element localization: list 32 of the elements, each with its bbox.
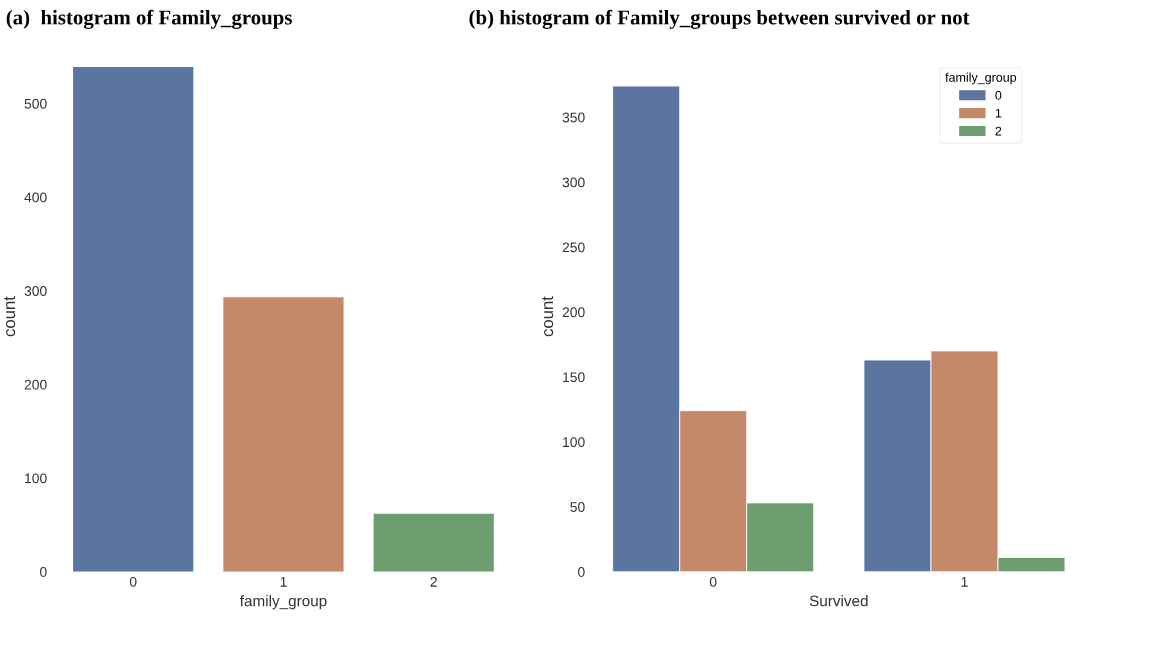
x-axis-title: Survived xyxy=(809,595,868,607)
legend-label: 0 xyxy=(995,90,1002,100)
y-axis-title: count xyxy=(542,296,554,337)
y-tick-label: 350 xyxy=(562,112,585,123)
chart-title: (a) histogram of Family_groups xyxy=(6,9,292,29)
y-tick-label: 0 xyxy=(578,567,585,577)
y-tick-label: 200 xyxy=(562,307,585,318)
chart-title: (b) histogram of Family_groups between survived or not xyxy=(469,9,970,29)
x-tick-label: 1 xyxy=(280,577,287,587)
x-tick-label: 2 xyxy=(430,576,437,587)
legend-label: 1 xyxy=(995,108,1002,118)
y-tick-label: 200 xyxy=(24,379,47,390)
x-axis-title: family_group xyxy=(239,595,327,610)
y-tick-label: 50 xyxy=(570,502,585,512)
legend-label: 2 xyxy=(995,126,1002,136)
y-tick-label: 150 xyxy=(563,372,585,383)
y-tick-label: 500 xyxy=(24,98,47,109)
y-tick-label: 300 xyxy=(24,286,47,296)
y-axis-title: count xyxy=(4,296,16,337)
legend-title: family_group xyxy=(945,72,1017,85)
y-tick-label: 0 xyxy=(40,567,47,577)
bar xyxy=(223,297,344,572)
y-tick-label: 100 xyxy=(25,473,47,484)
y-tick-label: 250 xyxy=(562,242,585,253)
x-tick-label: 0 xyxy=(709,576,717,587)
y-tick-label: 100 xyxy=(563,437,585,448)
bar xyxy=(373,513,494,572)
y-tick-label: 400 xyxy=(24,192,47,203)
bar xyxy=(73,66,194,572)
x-tick-label: 1 xyxy=(961,577,968,587)
x-tick-label: 0 xyxy=(129,576,137,587)
y-tick-label: 300 xyxy=(562,177,585,188)
